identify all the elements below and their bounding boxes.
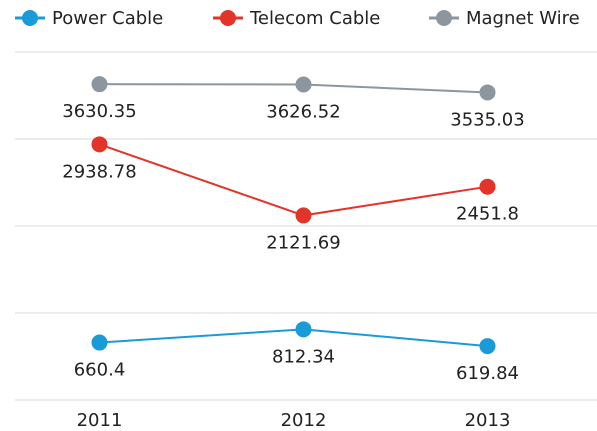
legend-marker [22, 10, 38, 26]
data-point [295, 76, 312, 93]
data-label: 3630.35 [62, 101, 136, 122]
data-label: 3535.03 [450, 109, 524, 130]
legend-label: Power Cable [52, 8, 163, 29]
data-point [91, 334, 108, 351]
legend-marker [436, 10, 452, 26]
data-point [479, 178, 496, 195]
data-label: 2938.78 [62, 161, 136, 182]
series-line [99, 143, 488, 217]
data-point [91, 136, 108, 153]
legend-label: Telecom Cable [249, 8, 380, 29]
legend-label: Magnet Wire [466, 8, 580, 29]
data-label: 660.4 [74, 360, 126, 381]
x-tick-label: 2012 [281, 410, 327, 431]
data-label: 2451.8 [456, 204, 519, 225]
data-point [479, 338, 496, 355]
series-line [99, 328, 488, 348]
data-label: 812.34 [272, 346, 335, 367]
x-tick-label: 2013 [465, 410, 511, 431]
data-point [479, 84, 496, 101]
legend-marker [220, 10, 236, 26]
data-label: 3626.52 [266, 101, 340, 122]
data-point [91, 76, 108, 93]
data-point [295, 321, 312, 338]
data-label: 619.84 [456, 363, 519, 384]
data-label: 2121.69 [266, 232, 340, 253]
series-line [99, 83, 488, 94]
x-tick-label: 2011 [77, 410, 123, 431]
data-point [295, 207, 312, 224]
